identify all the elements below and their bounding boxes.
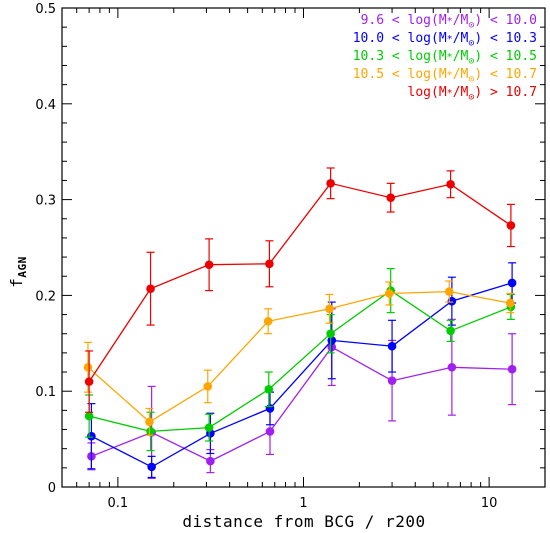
legend-text-part: ) < 10.3: [474, 31, 537, 46]
data-point: [204, 423, 214, 432]
legend-text-part: /M: [453, 13, 469, 28]
legend-text-part: log(M: [408, 85, 447, 100]
legend-text-part: 10.0 < log(M: [353, 31, 447, 46]
legend-text-part: /M: [453, 85, 469, 100]
data-point: [206, 456, 215, 466]
y-tick-label: 0.5: [35, 2, 56, 17]
legend-text-part: *: [447, 88, 453, 99]
y-axis-label-sub: AGN: [16, 256, 29, 277]
legend-text-part: 10.3 < log(M: [353, 49, 447, 64]
legend-text-part: 9.6 < log(M: [361, 13, 447, 28]
x-tick-label: 1: [299, 496, 307, 511]
legend-text-part: *: [447, 16, 453, 27]
legend-text-part: /M: [453, 67, 469, 82]
data-point: [386, 193, 396, 202]
series-line: [87, 290, 511, 423]
y-tick-label: 0.1: [35, 385, 56, 400]
data-point: [326, 329, 335, 339]
y-tick-label: 0.3: [35, 194, 56, 209]
series-layer: [83, 167, 517, 479]
data-point: [265, 427, 275, 436]
data-point: [387, 341, 397, 351]
data-point: [203, 382, 213, 391]
data-point: [146, 284, 155, 293]
svg-text:fAGN: fAGN: [7, 256, 29, 288]
series-5: [84, 167, 516, 413]
data-point: [204, 260, 214, 270]
legend-text-part: *: [447, 34, 453, 45]
data-point: [265, 404, 275, 413]
data-point: [506, 221, 516, 230]
data-point: [446, 179, 455, 189]
y-axis-label: fAGN: [7, 256, 29, 288]
series-4: [83, 280, 515, 436]
y-axis-label-main: f: [7, 278, 26, 288]
data-point: [505, 298, 515, 308]
legend-text-part: *: [447, 52, 453, 63]
data-point: [447, 362, 457, 372]
data-point: [326, 179, 335, 188]
x-axis-label: distance from BCG / r200: [182, 512, 425, 531]
y-tick-label: 0.4: [35, 98, 56, 113]
series-line: [91, 346, 513, 462]
data-point: [325, 304, 334, 314]
legend-entry-1: 9.6 < log(M*/M⊙) < 10.0: [361, 13, 537, 31]
legend-text-part: ⊙: [468, 74, 474, 85]
series-3: [84, 267, 516, 452]
legend-text-part: ⊙: [468, 38, 474, 49]
y-tick-label: 0: [48, 481, 56, 496]
series-line: [88, 182, 512, 382]
data-point: [385, 289, 394, 298]
data-point: [147, 462, 156, 472]
data-point: [145, 417, 154, 427]
legend-text-part: ⊙: [468, 20, 474, 31]
legend-text-part: ⊙: [468, 56, 474, 67]
legend-text-part: ) > 10.7: [474, 85, 537, 100]
legend-text-part: /M: [453, 49, 469, 64]
data-point: [83, 362, 93, 372]
series-line: [88, 289, 512, 433]
legend-text-part: 10.5 < log(M: [353, 67, 447, 82]
data-point: [146, 427, 155, 436]
plot-axes: 0.1 1 10 0 0.1 0.2 0.3 0.4 0.5: [35, 2, 546, 511]
data-point: [84, 377, 94, 386]
legend-text-part: *: [447, 70, 453, 81]
legend-text-part: ) < 10.0: [474, 13, 537, 28]
data-point: [265, 259, 274, 269]
data-point: [507, 364, 517, 374]
series-line: [91, 282, 513, 468]
series-2: [87, 262, 517, 479]
data-point: [327, 336, 337, 345]
x-tick-label: 0.1: [108, 496, 129, 511]
legend-entry-2: 10.0 < log(M*/M⊙) < 10.3: [353, 31, 537, 49]
x-tick-label: 10: [481, 496, 498, 511]
data-point: [444, 287, 454, 296]
legend-text-part: /M: [453, 31, 469, 46]
data-point: [264, 384, 274, 394]
data-point: [446, 326, 455, 336]
legend-text-part: ) < 10.5: [474, 49, 537, 64]
legend-text-part: ⊙: [468, 92, 474, 103]
data-point: [87, 431, 96, 441]
legend-entry-5: log(M*/M⊙) > 10.7: [408, 85, 537, 103]
data-point: [387, 376, 397, 385]
legend-entry-4: 10.5 < log(M*/M⊙) < 10.7: [353, 67, 537, 85]
legend: 9.6 < log(M*/M⊙) < 10.010.0 < log(M*/M⊙)…: [353, 13, 537, 103]
data-point: [84, 411, 94, 421]
data-point: [507, 278, 517, 288]
y-tick-label: 0.2: [35, 289, 56, 304]
legend-entry-3: 10.3 < log(M*/M⊙) < 10.5: [353, 49, 537, 67]
data-point: [263, 316, 273, 326]
legend-text-part: ) < 10.7: [474, 67, 537, 82]
